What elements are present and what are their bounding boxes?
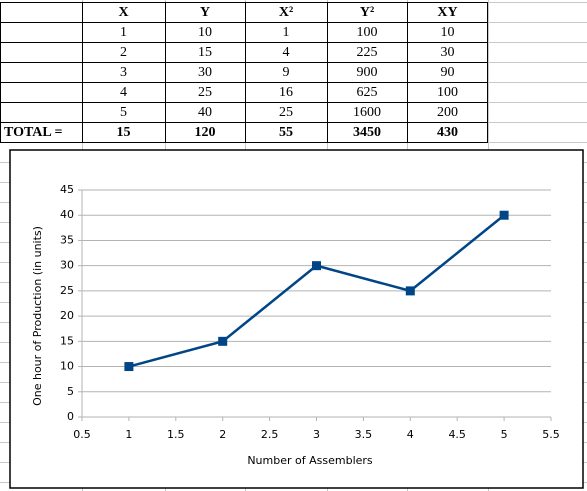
table-cell: 4	[283, 45, 290, 60]
y-tick-label: 45	[60, 183, 74, 196]
table-cell: 1600	[353, 105, 381, 120]
table-cell: 9	[283, 65, 290, 80]
y-tick-label: 5	[67, 385, 74, 398]
total-cell: 15	[117, 125, 131, 140]
y-tick-label: 20	[60, 309, 74, 322]
y-tick-label: 15	[60, 334, 74, 347]
column-header: XY	[437, 5, 457, 20]
column-header: Y	[200, 5, 210, 20]
total-cell: 430	[437, 125, 458, 140]
table-border	[0, 2, 488, 143]
column-header: X	[118, 5, 128, 20]
x-tick-label: 4	[407, 428, 414, 441]
x-tick-label: 4.5	[448, 428, 466, 441]
table: X Y X² Y² XY1 10 1 100 102 15 4 225 303 30 9 900 904 25 16…	[0, 2, 488, 143]
data-point	[218, 336, 228, 346]
x-tick-label: 2	[219, 428, 226, 441]
table-cell: 25	[279, 105, 293, 120]
table-cell: 10	[198, 25, 212, 40]
table-cell: 16	[279, 85, 293, 100]
y-tick-label: 10	[60, 360, 74, 373]
x-tick-label: 3	[313, 428, 320, 441]
data-point	[499, 210, 509, 220]
table-cell: 40	[198, 105, 212, 120]
y-tick-label: 40	[60, 208, 74, 221]
table-cell: 15	[198, 45, 212, 60]
y-tick-label: 25	[60, 284, 74, 297]
y-axis-label: One hour of Production (in units)	[31, 226, 44, 406]
table-cell: 5	[120, 105, 127, 120]
table-cell: 90	[441, 65, 455, 80]
table-cell: 25	[198, 85, 212, 100]
x-axis-label: Number of Assemblers	[247, 454, 373, 467]
table-cell: 900	[357, 65, 378, 80]
y-tick-label: 0	[67, 410, 74, 423]
data-point	[312, 261, 321, 271]
x-tick-label: 0.5	[73, 428, 91, 441]
x-tick-label: 5	[501, 428, 508, 441]
table-cell: 225	[357, 45, 378, 60]
column-header: X²	[279, 5, 293, 20]
table-cell: 30	[441, 45, 455, 60]
chart-frame	[9, 149, 584, 489]
total-label: TOTAL =	[4, 125, 62, 140]
data-point	[405, 286, 415, 296]
table-cell: 625	[357, 85, 378, 100]
data-point	[124, 362, 134, 372]
table-cell: 1	[283, 25, 290, 40]
table-cell: 200	[437, 105, 458, 120]
x-tick-label: 2.5	[261, 428, 279, 441]
x-tick-label: 5.5	[542, 428, 560, 441]
table-cell: 1	[120, 25, 127, 40]
table-cell: 3	[120, 65, 127, 80]
total-cell: 55	[279, 125, 293, 140]
total-cell: 3450	[353, 125, 381, 140]
total-cell: 120	[195, 125, 216, 140]
y-tick-label: 35	[60, 233, 74, 246]
chart: 0 5 10 15 20 25 30 35 40 45 0.5 1 1.5 2 2.5 3 3.5 4 4.5 5 5.…	[60, 183, 560, 441]
table-cell: 10	[441, 25, 455, 40]
table-cell: 100	[437, 85, 458, 100]
x-tick-label: 1	[125, 428, 132, 441]
table-cell: 30	[198, 65, 212, 80]
table-cell: 4	[120, 85, 127, 100]
x-tick-label: 1.5	[167, 428, 185, 441]
column-header: Y²	[360, 5, 374, 20]
x-tick-label: 3.5	[355, 428, 373, 441]
y-tick-label: 30	[60, 259, 74, 272]
table-cell: 2	[120, 45, 127, 60]
table-cell: 100	[357, 25, 378, 40]
